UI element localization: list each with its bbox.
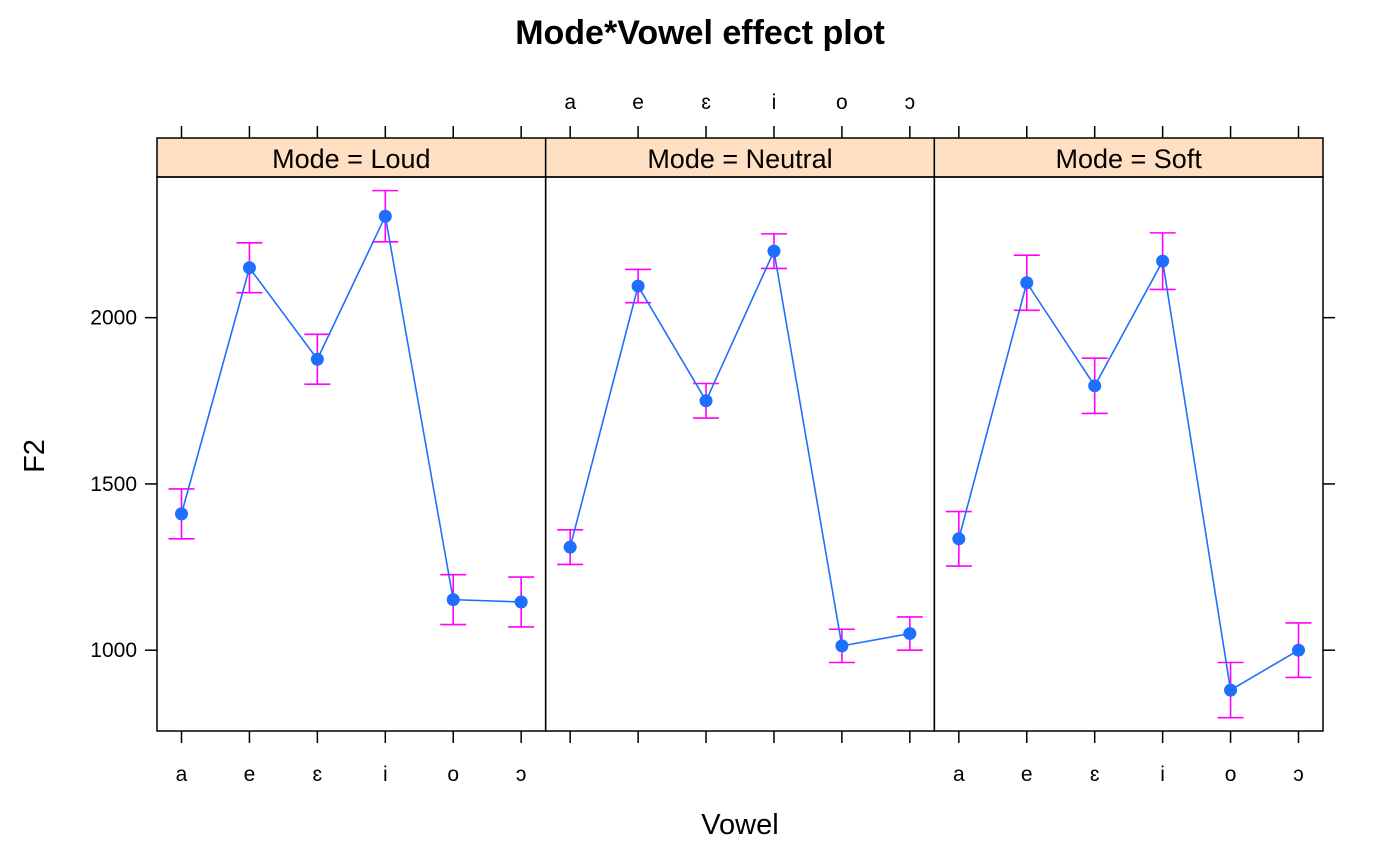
data-point bbox=[952, 532, 966, 546]
series-line bbox=[569, 248, 910, 647]
data-point bbox=[242, 261, 256, 275]
x-tick-label: a bbox=[176, 763, 188, 786]
x-tick-label: e bbox=[632, 91, 644, 114]
x-tick-label: i bbox=[383, 763, 388, 786]
panel-strip-label: Mode = Neutral bbox=[647, 144, 832, 174]
data-point bbox=[1020, 276, 1034, 290]
panel-frame bbox=[156, 176, 547, 732]
x-tick-label: i bbox=[1160, 763, 1165, 786]
panel-frame bbox=[933, 176, 1324, 732]
x-axis-title: Vowel bbox=[701, 809, 778, 841]
x-tick-label: e bbox=[244, 763, 256, 786]
data-point bbox=[514, 595, 528, 609]
x-tick-label: i bbox=[772, 91, 777, 114]
data-point bbox=[1224, 683, 1238, 697]
y-tick-label: 1500 bbox=[90, 473, 137, 496]
data-point bbox=[446, 593, 460, 607]
panel: Mode = Neutral a e ɛ i o ɔ bbox=[544, 91, 936, 743]
panel-frame bbox=[544, 176, 936, 732]
x-tick-label: ɔ bbox=[1293, 763, 1304, 786]
x-tick-label: ɛ bbox=[313, 763, 323, 786]
data-point bbox=[1088, 379, 1102, 393]
panel-strip-label: Mode = Soft bbox=[1055, 144, 1202, 174]
series-line bbox=[180, 213, 522, 603]
panel-strip bbox=[933, 137, 1324, 178]
panel: Mode = Loud a e ɛ i o ɔ bbox=[156, 126, 547, 786]
series-line bbox=[958, 258, 1299, 692]
panel: Mode = Soft a e ɛ i o ɔ bbox=[933, 126, 1324, 786]
data-point bbox=[903, 627, 917, 641]
data-point bbox=[835, 639, 849, 653]
data-point bbox=[1156, 254, 1170, 268]
x-tick-label: ɛ bbox=[701, 91, 711, 114]
data-point bbox=[699, 394, 713, 408]
panel-strip-label: Mode = Loud bbox=[272, 144, 430, 174]
x-tick-label: ɔ bbox=[905, 91, 916, 114]
x-tick-label: o bbox=[447, 763, 459, 786]
data-point bbox=[378, 209, 392, 223]
data-point bbox=[1292, 643, 1305, 657]
data-point bbox=[563, 540, 577, 554]
x-tick-label: a bbox=[564, 91, 576, 114]
y-tick-label: 1000 bbox=[90, 639, 137, 662]
x-tick-label: ɛ bbox=[1090, 763, 1100, 786]
x-tick-label: o bbox=[1225, 763, 1237, 786]
chart-title: Mode*Vowel effect plot bbox=[515, 14, 885, 52]
data-point bbox=[631, 279, 645, 293]
x-tick-label: ɔ bbox=[516, 763, 527, 786]
y-tick-label: 2000 bbox=[90, 307, 137, 330]
x-tick-label: e bbox=[1021, 763, 1033, 786]
x-tick-label: o bbox=[836, 91, 848, 114]
data-point bbox=[175, 507, 188, 521]
data-point bbox=[767, 244, 781, 258]
data-point bbox=[310, 352, 324, 366]
x-tick-label: a bbox=[953, 763, 965, 786]
y-axis-title: F2 bbox=[19, 439, 51, 473]
